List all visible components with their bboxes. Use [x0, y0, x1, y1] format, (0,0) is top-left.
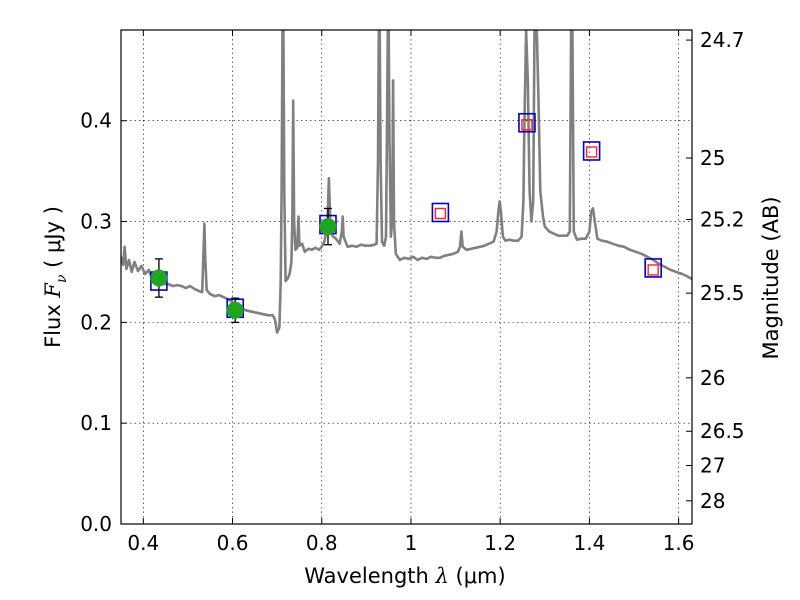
y-tick-label: 0.0 [80, 512, 112, 536]
y-axis-label: Flux Fν ( μJy ) [41, 206, 70, 348]
plot-frame [120, 29, 693, 525]
y-tick-label: 0.3 [80, 210, 112, 234]
spectrum-layer [121, 30, 692, 334]
y2-tick-label: 27 [700, 454, 725, 478]
ticks-layer: 0.4 0.6 0.8 1 1.2 1.4 1.6 0.0 0.1 0.2 0.3 0.4 24.7 25… [80, 28, 744, 555]
nir-point [434, 207, 447, 220]
y2-tick-label: 25.5 [700, 281, 745, 305]
y2-axis-label: Magnitude (AB) [759, 196, 783, 359]
x-tick-label: 0.4 [127, 531, 159, 555]
x-tick-label: 1.4 [573, 531, 605, 555]
y2-tick-label: 26 [700, 366, 725, 390]
measured-point [319, 218, 337, 236]
model-photometry-box [582, 141, 601, 161]
x-tick-label: 1 [405, 531, 418, 555]
measured-point [226, 301, 244, 319]
y2-tick-label: 24.7 [700, 28, 745, 52]
x-tick-label: 1.2 [484, 531, 516, 555]
y-tick-label: 0.1 [80, 411, 112, 435]
model-photometry-box [431, 202, 450, 223]
model-photometry-box [518, 112, 536, 133]
model-photometry-box [644, 258, 662, 278]
y2-tick-label: 26.5 [700, 419, 745, 443]
x-tick-label: 1.6 [663, 531, 695, 555]
y2-tick-label: 25 [700, 146, 725, 170]
spectrum-line [121, 30, 692, 334]
x-tick-label: 0.6 [217, 531, 249, 555]
nir-point [647, 264, 659, 276]
x-tick-label: 0.8 [306, 531, 338, 555]
y-tick-label: 0.4 [80, 109, 112, 133]
x-axis-label: Wavelength λ (μm) [304, 564, 505, 588]
y-tick-label: 0.2 [80, 310, 112, 334]
measured-point [150, 269, 168, 287]
nir-point [585, 146, 598, 158]
points-layer [150, 112, 662, 324]
y2-tick-label: 28 [700, 489, 725, 513]
y2-tick-label: 25.2 [700, 208, 745, 232]
nir-point [521, 119, 533, 131]
